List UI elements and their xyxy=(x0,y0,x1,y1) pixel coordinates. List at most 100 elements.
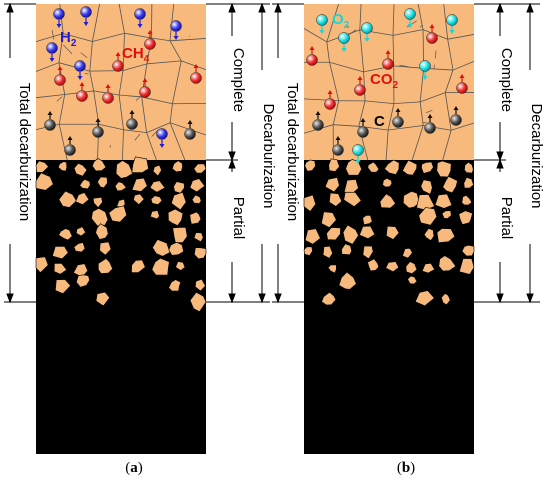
ferrite-grain xyxy=(152,239,171,257)
arrow-icon xyxy=(459,74,465,82)
arrow-icon xyxy=(56,20,62,28)
arrow-icon xyxy=(395,108,401,116)
ferrite-grain xyxy=(73,242,86,253)
inward-gas-molecule xyxy=(74,60,86,72)
arrow-icon xyxy=(147,30,153,38)
total-dimension-b xyxy=(272,2,304,304)
ferrite-grain xyxy=(58,228,73,241)
ferrite-grain xyxy=(75,274,90,288)
ferrite-grain xyxy=(150,210,160,220)
arrow-icon xyxy=(137,20,143,28)
partial-label-a: Partial xyxy=(230,197,247,240)
ferrite-grain xyxy=(402,247,413,259)
ferrite-grain xyxy=(362,214,373,226)
complete-label-b: Complete xyxy=(498,48,515,112)
ferrite-grain xyxy=(75,192,90,205)
carbon-label: C xyxy=(374,113,385,130)
carbon-atom xyxy=(312,119,324,131)
decarburization-label-a: Decarburization xyxy=(260,103,277,208)
ferrite-grain xyxy=(385,261,400,273)
outward-gas-molecule xyxy=(354,84,366,96)
inward-gas-molecule xyxy=(53,8,65,20)
arrow-icon xyxy=(193,64,199,72)
ferrite-grain xyxy=(414,290,435,307)
ferrite-grain xyxy=(303,246,313,256)
outward-gas-molecule xyxy=(382,58,394,70)
ferrite-grain xyxy=(327,264,337,274)
carbon-atom xyxy=(64,144,76,156)
ferrite-grain xyxy=(442,176,458,194)
outward-gas-molecule xyxy=(139,86,151,98)
ferrite-grain xyxy=(326,227,341,241)
ferrite-grain xyxy=(172,226,188,243)
ferrite-grain xyxy=(171,160,183,173)
arrow-icon xyxy=(355,156,361,164)
arrow-icon xyxy=(67,136,73,144)
ferrite-grain xyxy=(407,275,418,285)
arrow-icon xyxy=(77,72,83,80)
arrow-icon xyxy=(187,120,193,128)
ferrite-grain xyxy=(75,226,86,237)
outward-gas-molecule xyxy=(456,82,468,94)
gas-molecules-b xyxy=(306,8,468,164)
ferrite-grain xyxy=(324,177,340,193)
arrow-icon xyxy=(47,111,53,119)
arrow-icon xyxy=(449,26,455,34)
ferrite-grain xyxy=(193,247,207,260)
right-dimensions-b xyxy=(474,2,540,304)
caption-a: (a) xyxy=(125,460,143,476)
ferrite-grain xyxy=(152,164,162,177)
inward-gas-molecule xyxy=(419,60,431,72)
carbon-atom xyxy=(92,126,104,138)
ferrite-grain xyxy=(440,293,451,306)
outward-gas-molecule xyxy=(102,92,114,104)
arrow-icon xyxy=(129,110,135,118)
panel-b: O2 CO2 C Total decarburization xyxy=(272,2,545,476)
ferrite-grain xyxy=(385,225,400,240)
ferrite-grain xyxy=(322,245,333,259)
ferrite-grain xyxy=(79,178,91,190)
caption-b: (b) xyxy=(397,460,415,476)
ferrite-grain xyxy=(464,161,474,174)
inward-gas-molecule xyxy=(80,6,92,18)
arrow-icon xyxy=(429,24,435,32)
ferrite-grain xyxy=(338,271,357,290)
arrow-icon xyxy=(159,140,165,148)
inward-gas-molecule xyxy=(446,14,458,26)
arrow-icon xyxy=(335,136,341,144)
ferrite-grain xyxy=(341,243,353,256)
ferrite-grain xyxy=(168,241,184,256)
ferrite-grain xyxy=(167,208,184,226)
ferrite-grain xyxy=(434,193,453,209)
partial-decarburized-grains-a xyxy=(35,156,207,313)
ferrite-grain xyxy=(367,161,380,173)
arrow-icon xyxy=(427,114,433,122)
complete-decarburized-layer-b xyxy=(304,4,474,160)
ferrite-grain xyxy=(133,193,145,206)
ferrite-grain xyxy=(343,191,362,207)
outward-gas-molecule xyxy=(144,38,156,50)
panel-a: H2 CH4 Total decarburization xyxy=(4,2,277,476)
ferrite-grain xyxy=(382,177,393,188)
arrow-icon xyxy=(309,46,315,54)
ferrite-grain xyxy=(420,179,433,195)
ferrite-grain xyxy=(108,205,128,223)
total-dimension-a xyxy=(4,2,36,304)
total-decarburization-label-a: Total decarburization xyxy=(16,83,33,221)
arrow-icon xyxy=(315,111,321,119)
ferrite-grain xyxy=(423,228,435,242)
outward-gas-molecule xyxy=(54,74,66,86)
arrow-icon xyxy=(105,84,111,92)
ferrite-grain xyxy=(461,194,473,206)
ferrite-grain xyxy=(149,180,166,193)
arrow-icon xyxy=(49,54,55,62)
ferrite-grain xyxy=(115,160,134,179)
inward-gas-molecule xyxy=(404,8,416,20)
carbon-atom xyxy=(332,144,344,156)
inward-gas-molecule xyxy=(338,32,350,44)
ferrite-grain xyxy=(328,192,343,207)
ferrite-grain xyxy=(194,278,206,292)
ferrite-grain xyxy=(91,208,109,227)
inward-gas-molecule xyxy=(361,22,373,34)
